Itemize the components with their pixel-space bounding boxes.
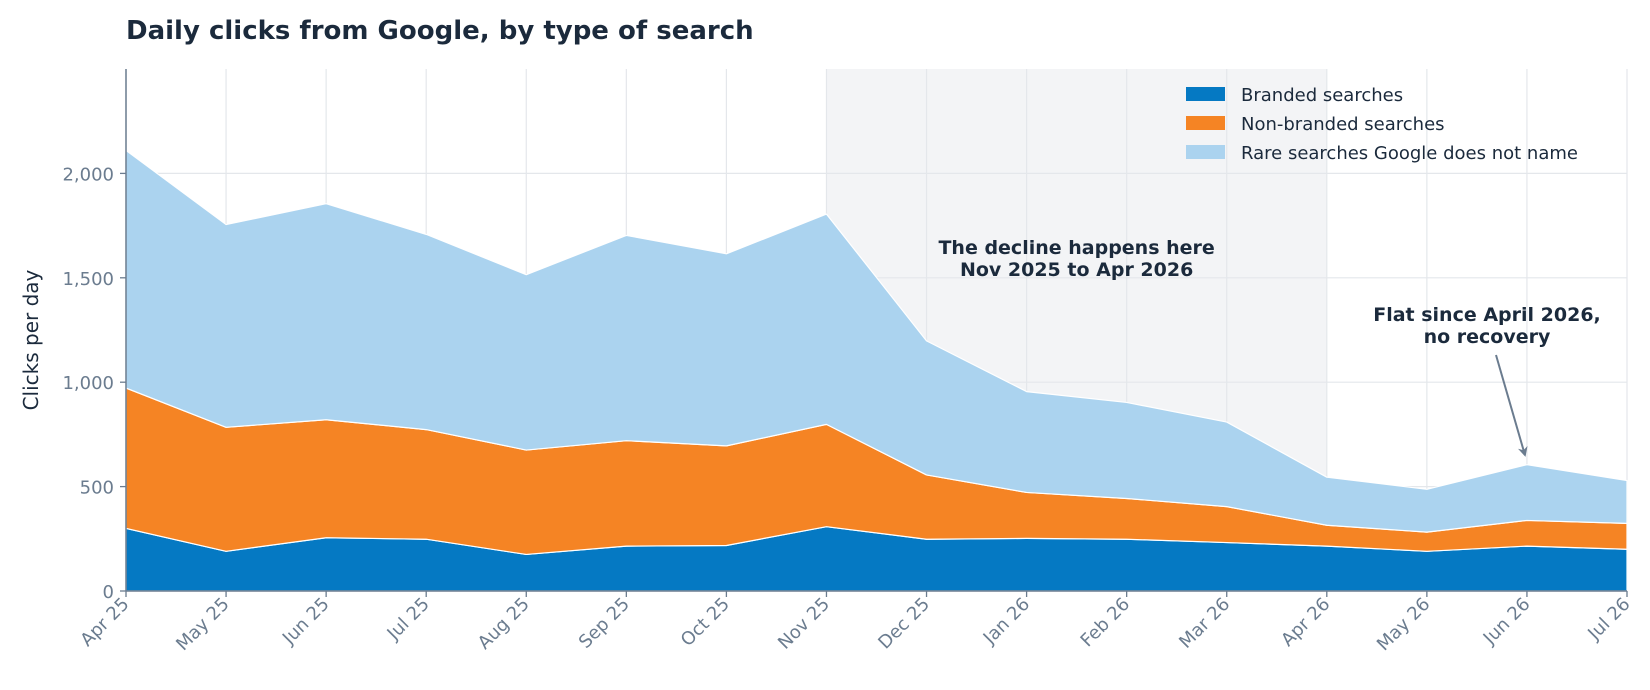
legend-label-3: Rare searches Google does not name (1241, 143, 1578, 164)
x-tick-label: Jul 26 (1583, 594, 1634, 645)
y-axis-label: Clicks per day (19, 269, 43, 410)
x-tick-label: Sep 25 (575, 594, 634, 653)
annotation-arrow (1495, 354, 1528, 457)
y-tick-label: 1,000 (62, 373, 114, 394)
x-tick-label: Jun 26 (1479, 594, 1535, 650)
chart-title: Daily clicks from Google, by type of sea… (126, 16, 754, 46)
y-tick-label: 1,500 (62, 269, 114, 290)
area-layer (125, 149, 1628, 592)
y-tick-label: 2,000 (62, 164, 114, 185)
area-series-3 (125, 149, 1628, 533)
x-tick-label: Apr 26 (1277, 594, 1334, 651)
x-tick-label: Jun 25 (278, 594, 334, 650)
x-tick-label: Jan 26 (979, 594, 1034, 649)
y-tick-label: 0 (103, 582, 114, 603)
y-tick-label: 500 (80, 478, 114, 499)
legend: Branded searches Non-branded searches Rare… (1186, 85, 1578, 164)
x-tick-label: Nov 25 (774, 594, 834, 654)
legend-swatch-2 (1186, 116, 1225, 130)
x-tick-label: Dec 25 (874, 594, 934, 654)
x-tick-label: May 26 (1373, 594, 1434, 655)
annotation-flat-line-1: Flat since April 2026, (1373, 304, 1601, 326)
annotation-decline-line-1: The decline happens here (938, 237, 1214, 259)
x-tick-label: Mar 26 (1175, 594, 1234, 653)
legend-swatch-3 (1186, 145, 1225, 159)
x-tick-label: May 25 (172, 594, 233, 655)
legend-swatch-1 (1186, 87, 1225, 101)
annotation-decline-line-2: Nov 2025 to Apr 2026 (960, 259, 1193, 281)
legend-label-2: Non-branded searches (1241, 114, 1445, 135)
annotation-flat-line-2: no recovery (1424, 326, 1551, 348)
legend-label-1: Branded searches (1241, 85, 1403, 106)
x-tick-label: Feb 26 (1077, 594, 1135, 652)
x-tick-label: Jul 25 (383, 594, 434, 645)
x-tick-label: Oct 25 (677, 594, 734, 651)
x-tick-label: Aug 25 (474, 594, 534, 654)
